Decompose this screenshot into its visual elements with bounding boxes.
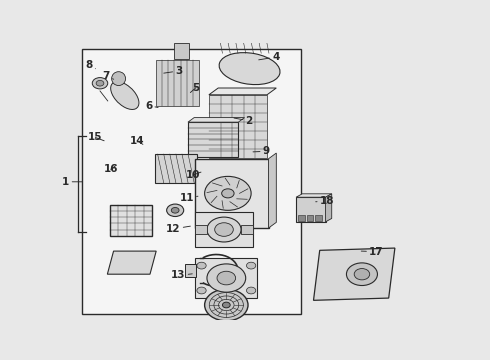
Text: 11: 11 [179,193,198,203]
Circle shape [207,264,245,292]
Text: 3: 3 [164,66,183,76]
Bar [298,215,305,221]
Bar [173,43,189,59]
Text: 12: 12 [166,224,190,234]
Text: 8: 8 [85,60,96,70]
Polygon shape [269,153,276,228]
Circle shape [246,262,256,269]
Circle shape [167,204,184,216]
Bar [195,212,253,247]
Text: 7: 7 [102,71,114,81]
Circle shape [197,287,206,294]
Circle shape [96,80,104,86]
Bar [296,197,325,222]
Text: 5: 5 [190,82,200,93]
Circle shape [354,269,369,280]
Polygon shape [107,251,156,274]
Ellipse shape [112,72,125,86]
Bar [155,154,197,183]
Circle shape [205,176,251,210]
Circle shape [205,289,248,321]
Bar [156,60,199,106]
Circle shape [197,262,206,269]
Circle shape [207,217,241,242]
Polygon shape [325,194,332,222]
Text: 1: 1 [62,177,82,187]
Ellipse shape [111,82,139,109]
Bar [241,225,253,234]
Bar [195,225,207,234]
Polygon shape [296,194,332,197]
Text: 13: 13 [171,270,192,280]
Circle shape [215,223,233,236]
Ellipse shape [219,53,280,85]
Circle shape [346,263,377,285]
Bar [209,95,267,158]
Circle shape [221,189,234,198]
Bar [316,215,321,221]
Text: 4: 4 [259,52,279,62]
Text: 18: 18 [316,196,334,206]
Text: 2: 2 [234,116,253,126]
Circle shape [222,302,230,308]
Circle shape [246,287,256,294]
Circle shape [172,207,179,213]
Text: 15: 15 [88,132,104,143]
Bar [82,49,301,314]
Text: 10: 10 [186,170,201,180]
Bar [307,215,313,221]
Polygon shape [188,118,245,122]
Text: 9: 9 [253,146,270,156]
Polygon shape [314,248,395,300]
Text: 17: 17 [361,247,384,257]
Text: 6: 6 [145,100,158,111]
Bar [110,205,152,236]
Text: 14: 14 [130,136,145,146]
Text: 16: 16 [103,164,118,174]
Polygon shape [209,88,276,95]
Bar [196,258,257,298]
Bar [185,264,196,277]
Bar [195,159,269,228]
Circle shape [92,78,108,89]
Bar [188,122,238,157]
Circle shape [217,271,236,285]
